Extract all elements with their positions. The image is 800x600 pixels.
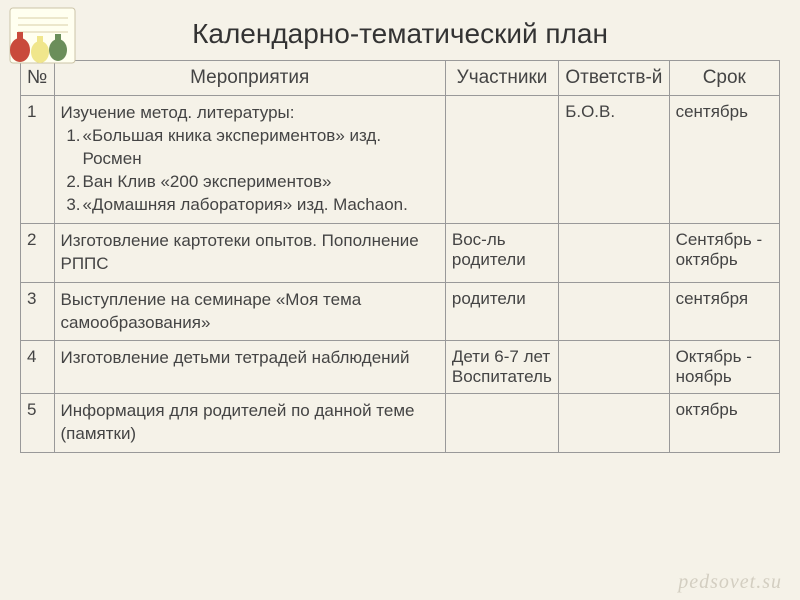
cell-event: Изучение метод. литературы:1.«Большая кн… [54,96,445,224]
event-lead: Информация для родителей по данной теме … [61,400,439,446]
event-subitem-num: 1. [61,125,81,171]
cell-num: 1 [21,96,55,224]
event-subitem-num: 2. [61,171,81,194]
cell-event: Информация для родителей по данной теме … [54,394,445,453]
cell-event: Изготовление картотеки опытов. Пополнени… [54,223,445,282]
cell-participants [445,394,558,453]
cell-num: 2 [21,223,55,282]
col-header-term: Срок [669,61,779,96]
cell-participants: Дети 6-7 лет Воспитатель [445,341,558,394]
event-subitem: 3.«Домашняя лаборатория» изд. Machaon. [61,194,439,217]
cell-responsible [559,341,669,394]
cell-responsible [559,223,669,282]
event-subitem-text: «Домашняя лаборатория» изд. Machaon. [81,194,439,217]
cell-participants: родители [445,282,558,341]
col-header-responsible: Ответств-й [559,61,669,96]
event-lead: Изучение метод. литературы: [61,102,439,125]
col-header-event: Мероприятия [54,61,445,96]
cell-term: Сентябрь - октябрь [669,223,779,282]
cell-responsible [559,282,669,341]
event-subitem: 2.Ван Клив «200 экспериментов» [61,171,439,194]
cell-num: 3 [21,282,55,341]
cell-responsible: Б.О.В. [559,96,669,224]
cell-event: Выступление на семинаре «Моя тема самооб… [54,282,445,341]
cell-term: октябрь [669,394,779,453]
corner-decoration [0,0,90,70]
event-subitem-text: Ван Клив «200 экспериментов» [81,171,439,194]
cell-term: Октябрь - ноябрь [669,341,779,394]
table-row: 2Изготовление картотеки опытов. Пополнен… [21,223,780,282]
event-subitem-num: 3. [61,194,81,217]
plan-table: № Мероприятия Участники Ответств-й Срок … [20,60,780,453]
cell-num: 4 [21,341,55,394]
table-row: 3Выступление на семинаре «Моя тема самоо… [21,282,780,341]
col-header-participants: Участники [445,61,558,96]
page-title: Календарно-тематический план [0,0,800,60]
table-row: 1Изучение метод. литературы:1.«Большая к… [21,96,780,224]
cell-term: сентябрь [669,96,779,224]
event-subitem-text: «Большая кника экспериментов» изд. Росме… [81,125,439,171]
cell-participants [445,96,558,224]
event-lead: Выступление на семинаре «Моя тема самооб… [61,289,439,335]
event-lead: Изготовление картотеки опытов. Пополнени… [61,230,439,276]
table-row: 5Информация для родителей по данной теме… [21,394,780,453]
watermark: pedsovet.su [678,571,782,594]
cell-responsible [559,394,669,453]
cell-term: сентября [669,282,779,341]
cell-participants: Вос-ль родители [445,223,558,282]
cell-event: Изготовление детьми тетрадей наблюдений [54,341,445,394]
cell-num: 5 [21,394,55,453]
event-subitem: 1.«Большая кника экспериментов» изд. Рос… [61,125,439,171]
table-header-row: № Мероприятия Участники Ответств-й Срок [21,61,780,96]
table-row: 4 Изготовление детьми тетрадей наблюдений… [21,341,780,394]
event-lead: Изготовление детьми тетрадей наблюдений [61,347,439,370]
